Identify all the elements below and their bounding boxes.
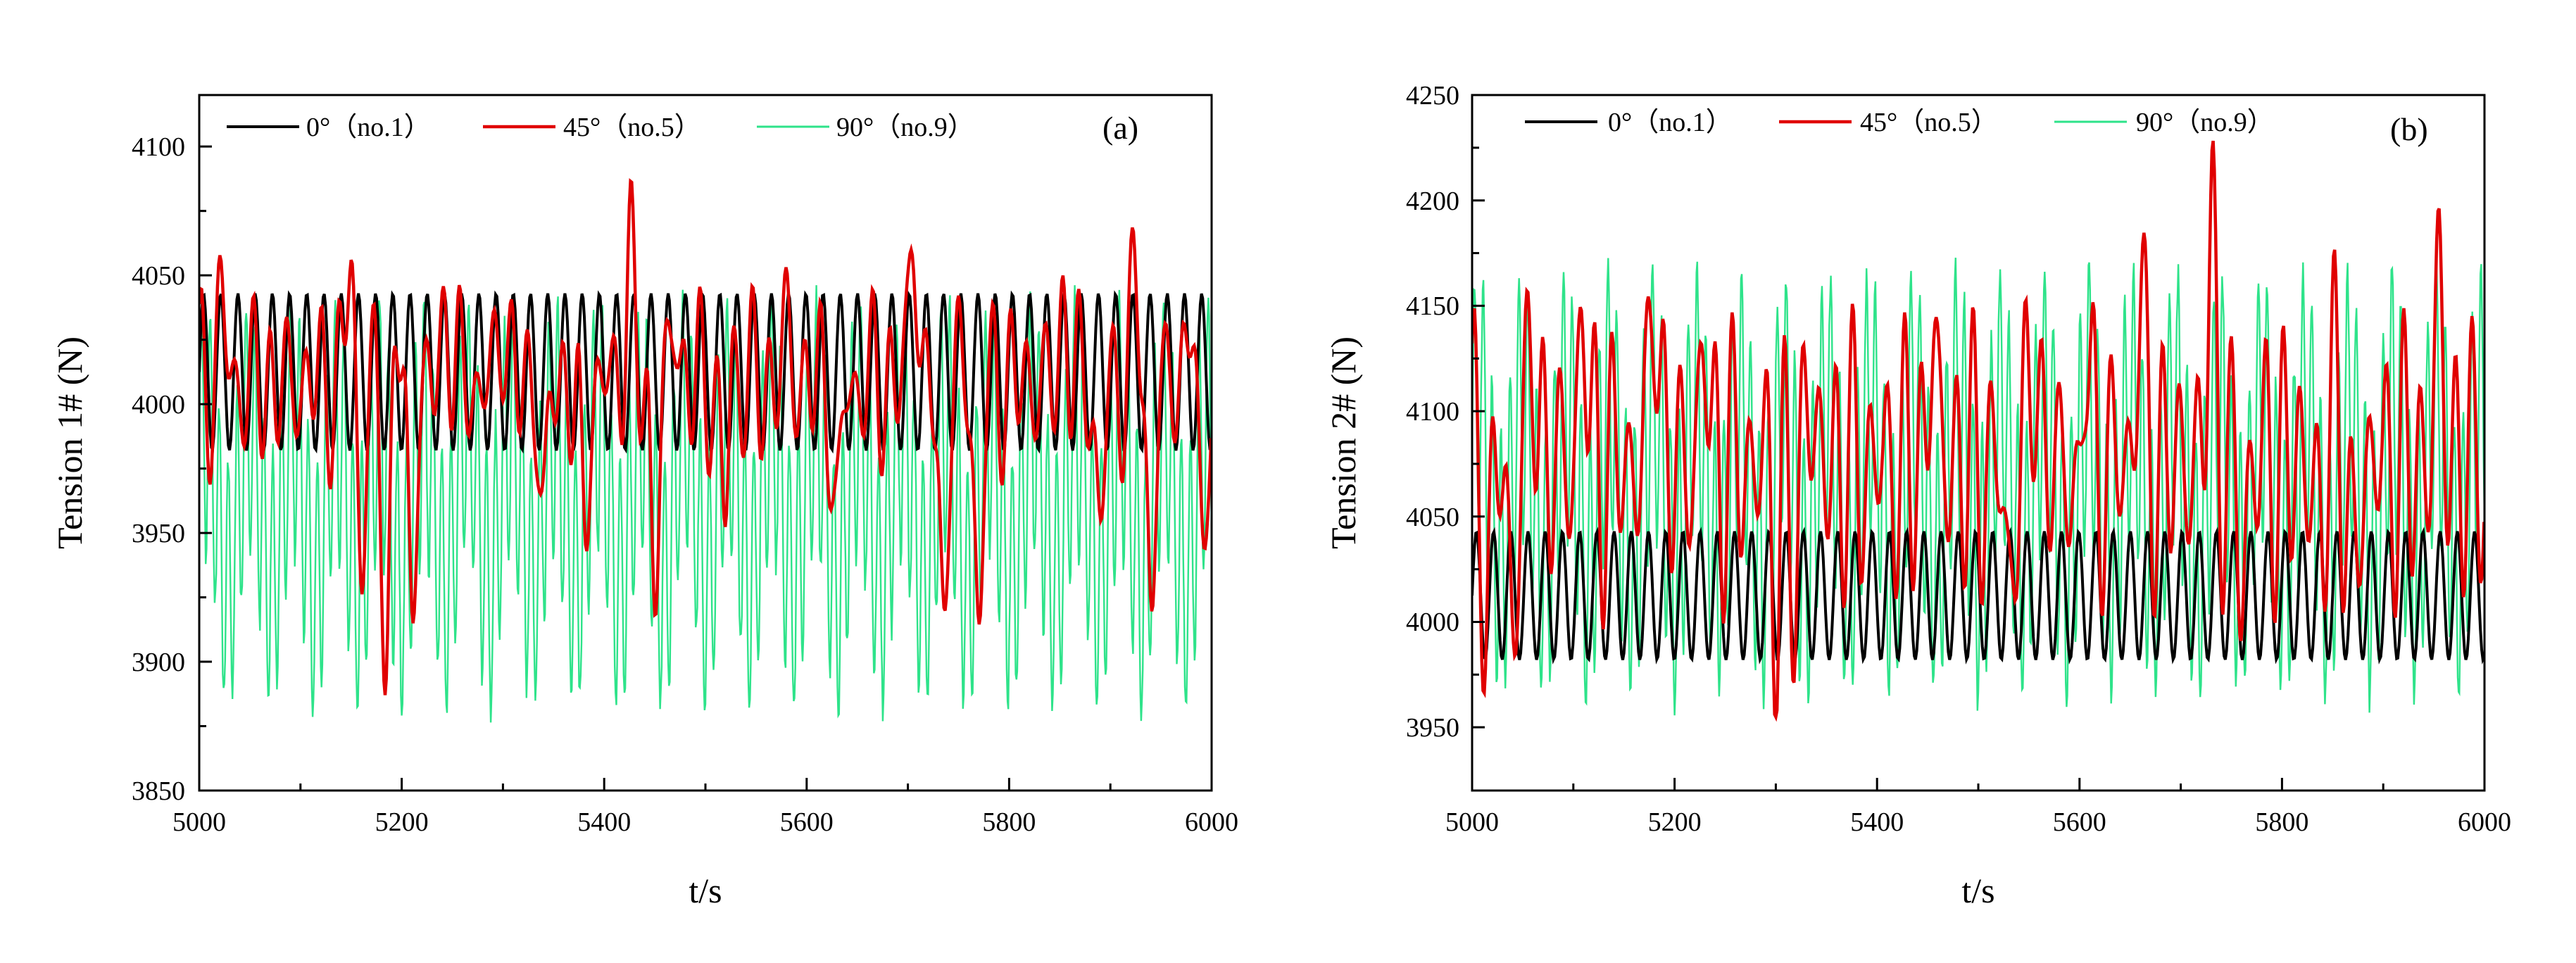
y-tick-label: 4000 [132,390,185,420]
legend-a: 0°（no.1） 45°（no.5） 90°（no.9） [227,113,974,142]
y-tick-label: 4050 [132,261,185,291]
x-tick-label: 6000 [1185,807,1238,837]
panel-label-b: (b) [2390,111,2428,147]
legend-label-no5: 45°（no.5） [1860,108,1998,137]
legend-label-no5: 45°（no.5） [563,113,701,142]
legend-b: 0°（no.1） 45°（no.5） 90°（no.9） [1525,108,2274,137]
panel-label-a: (a) [1102,110,1138,146]
x-tick-label: 6000 [2458,807,2511,837]
y-tick-label: 3850 [132,776,185,806]
axis-ticks-b [1471,94,2486,791]
x-tick-label: 5800 [2255,807,2308,837]
legend-label-no1: 0°（no.1） [1608,108,1733,137]
axis-ticks-a [198,145,1213,792]
y-tick-label: 3950 [1406,713,1459,743]
legend-label-no1: 0°（no.1） [306,113,431,142]
series-group-a [199,178,1212,723]
y-tick-label: 3950 [132,519,185,548]
x-tick-label: 5800 [982,807,1036,837]
y-axis-title: Tension 2# (N) [1324,336,1363,549]
x-tick-label: 5000 [172,807,226,837]
y-tick-label: 3900 [132,648,185,677]
legend-label-no9: 90°（no.9） [2136,108,2274,137]
x-tick-label: 5400 [1850,807,1904,837]
y-tick-label: 4200 [1406,187,1459,216]
x-axis-title: t/s [689,871,722,910]
y-tick-label: 4150 [1406,291,1459,321]
chart-panel-a: 5000 5200 5400 5600 5800 6000 3850 3900 … [50,94,1238,910]
series-line-90deg-no9 [199,285,1212,723]
y-tick-label: 4000 [1406,608,1459,637]
y-tick-label: 4100 [132,132,185,162]
y-tick-label: 4250 [1406,81,1459,111]
series-group-b [1472,140,2484,722]
legend-label-no9: 90°（no.9） [836,113,974,142]
x-axis-title: t/s [1961,871,1994,910]
y-tick-label: 4050 [1406,503,1459,532]
y-axis-title: Tension 1# (N) [50,336,89,549]
x-tick-label: 5600 [780,807,834,837]
chart-panel-b: 5000 5200 5400 5600 5800 6000 3950 4000 … [1324,81,2511,910]
series-line-45deg-no5 [199,178,1212,696]
y-tick-label: 4100 [1406,397,1459,427]
x-tick-label: 5400 [577,807,631,837]
x-tick-label: 5200 [375,807,429,837]
series-line-45deg-no5 [1472,140,2484,722]
x-tick-label: 5000 [1445,807,1499,837]
x-tick-label: 5200 [1648,807,1702,837]
x-tick-label: 5600 [2053,807,2106,837]
